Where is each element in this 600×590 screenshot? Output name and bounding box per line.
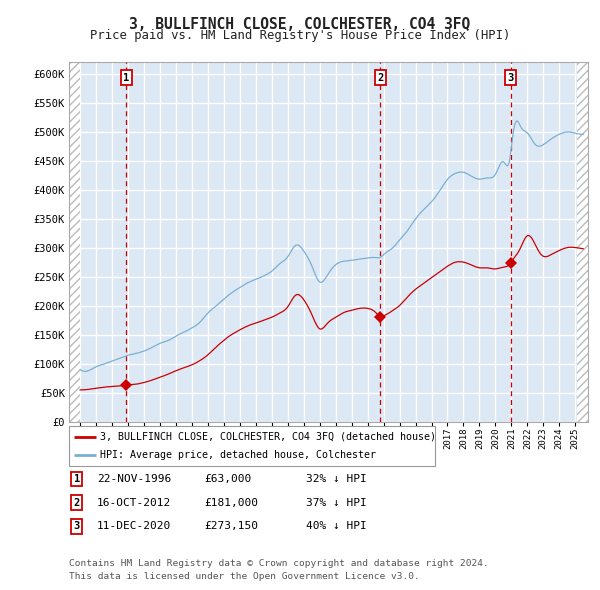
Text: £273,150: £273,150 — [204, 522, 258, 531]
Text: 32% ↓ HPI: 32% ↓ HPI — [306, 474, 367, 484]
Text: 11-DEC-2020: 11-DEC-2020 — [97, 522, 172, 531]
Text: Contains HM Land Registry data © Crown copyright and database right 2024.: Contains HM Land Registry data © Crown c… — [69, 559, 489, 568]
Text: 3: 3 — [508, 73, 514, 83]
Text: £181,000: £181,000 — [204, 498, 258, 507]
Text: 2: 2 — [74, 498, 80, 507]
Bar — [69, 62, 80, 422]
Text: 1: 1 — [74, 474, 80, 484]
Text: HPI: Average price, detached house, Colchester: HPI: Average price, detached house, Colc… — [100, 450, 376, 460]
Text: This data is licensed under the Open Government Licence v3.0.: This data is licensed under the Open Gov… — [69, 572, 420, 581]
Text: £63,000: £63,000 — [204, 474, 251, 484]
Text: 3: 3 — [74, 522, 80, 531]
Text: 40% ↓ HPI: 40% ↓ HPI — [306, 522, 367, 531]
Text: Price paid vs. HM Land Registry's House Price Index (HPI): Price paid vs. HM Land Registry's House … — [90, 29, 510, 42]
Text: 2: 2 — [377, 73, 383, 83]
Text: 37% ↓ HPI: 37% ↓ HPI — [306, 498, 367, 507]
Bar — [577, 62, 588, 422]
Text: 16-OCT-2012: 16-OCT-2012 — [97, 498, 172, 507]
Text: 3, BULLFINCH CLOSE, COLCHESTER, CO4 3FQ: 3, BULLFINCH CLOSE, COLCHESTER, CO4 3FQ — [130, 17, 470, 31]
Text: 1: 1 — [124, 73, 130, 83]
FancyBboxPatch shape — [69, 426, 435, 466]
Text: 22-NOV-1996: 22-NOV-1996 — [97, 474, 172, 484]
Text: 3, BULLFINCH CLOSE, COLCHESTER, CO4 3FQ (detached house): 3, BULLFINCH CLOSE, COLCHESTER, CO4 3FQ … — [100, 432, 436, 442]
